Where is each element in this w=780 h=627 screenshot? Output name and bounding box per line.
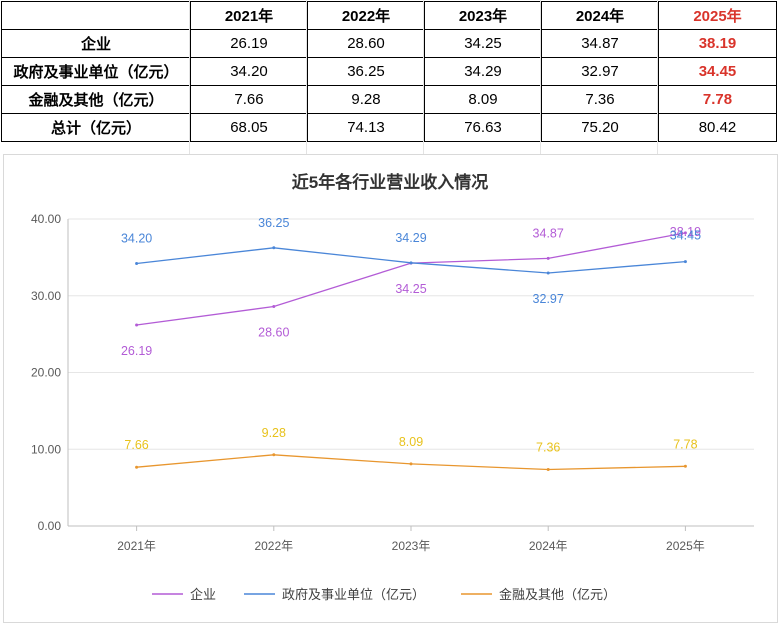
table-header-row: 2021年 2022年 2023年 2024年 2025年 bbox=[1, 1, 777, 30]
header-2023: 2023年 bbox=[424, 1, 542, 30]
data-point-finance bbox=[546, 468, 550, 472]
data-label-finance: 7.36 bbox=[536, 441, 560, 455]
data-label-government: 32.97 bbox=[533, 292, 564, 306]
y-tick-label: 20.00 bbox=[31, 366, 61, 380]
x-tick-label: 2022年 bbox=[254, 539, 293, 553]
data-label-enterprise: 34.25 bbox=[395, 282, 426, 296]
data-label-finance: 7.78 bbox=[673, 437, 697, 451]
table-cell-highlight: 7.78 bbox=[658, 85, 777, 114]
table-cell: 76.63 bbox=[424, 113, 542, 142]
column-gridline bbox=[189, 0, 190, 154]
data-point-government bbox=[546, 271, 550, 275]
table-cell: 34.20 bbox=[190, 57, 308, 86]
table-cell: 74.13 bbox=[307, 113, 425, 142]
series-line-finance bbox=[136, 454, 686, 471]
table-cell: 7.66 bbox=[190, 85, 308, 114]
data-label-finance: 7.66 bbox=[124, 438, 148, 452]
header-2022: 2022年 bbox=[307, 1, 425, 30]
table-cell: 68.05 bbox=[190, 113, 308, 142]
chart-title: 近5年各行业营业收入情况 bbox=[292, 172, 488, 192]
data-label-government: 36.25 bbox=[258, 216, 289, 230]
header-2025: 2025年 bbox=[658, 1, 777, 30]
data-point-enterprise bbox=[683, 231, 687, 235]
line-chart: 近5年各行业营业收入情况 0.00 10.00 20.00 30.00 40.00 2021… bbox=[31, 172, 754, 602]
data-table: 2021年 2022年 2023年 2024年 2025年 企业 26.19 2… bbox=[1, 1, 777, 142]
data-label-enterprise: 34.87 bbox=[533, 226, 564, 240]
header-2021: 2021年 bbox=[190, 1, 308, 30]
column-gridline bbox=[657, 0, 658, 154]
table-row: 金融及其他（亿元） 7.66 9.28 8.09 7.36 7.78 bbox=[1, 85, 777, 114]
row-label: 总计（亿元） bbox=[1, 113, 191, 142]
table-cell: 34.25 bbox=[424, 29, 542, 58]
data-label-government: 34.20 bbox=[121, 232, 152, 246]
table-cell: 28.60 bbox=[307, 29, 425, 58]
data-point-enterprise bbox=[135, 323, 139, 327]
table-cell: 7.36 bbox=[541, 85, 659, 114]
row-label: 企业 bbox=[1, 29, 191, 58]
chart-container: 近5年各行业营业收入情况 0.00 10.00 20.00 30.00 40.00 2021… bbox=[3, 154, 778, 623]
table-cell: 34.29 bbox=[424, 57, 542, 86]
data-point-enterprise bbox=[546, 256, 550, 260]
header-2024: 2024年 bbox=[541, 1, 659, 30]
table-cell-highlight: 38.19 bbox=[658, 29, 777, 58]
column-gridline bbox=[540, 0, 541, 154]
y-tick-label: 0.00 bbox=[38, 519, 62, 533]
data-label-enterprise: 26.19 bbox=[121, 344, 152, 358]
x-tick-label: 2024年 bbox=[529, 539, 568, 553]
row-label: 政府及事业单位（亿元） bbox=[1, 57, 191, 86]
series-line-enterprise bbox=[136, 232, 686, 326]
y-tick-label: 40.00 bbox=[31, 212, 61, 226]
series-line-government bbox=[136, 247, 686, 274]
table-cell: 75.20 bbox=[541, 113, 659, 142]
legend-label-government: 政府及事业单位（亿元） bbox=[282, 587, 425, 602]
data-point-government bbox=[409, 261, 413, 265]
column-gridline bbox=[423, 0, 424, 154]
table-cell: 9.28 bbox=[307, 85, 425, 114]
data-point-finance bbox=[683, 464, 687, 468]
table-cell: 32.97 bbox=[541, 57, 659, 86]
x-tick-label: 2021年 bbox=[117, 539, 156, 553]
legend-label-finance: 金融及其他（亿元） bbox=[499, 587, 616, 602]
table-cell: 26.19 bbox=[190, 29, 308, 58]
table-cell-highlight: 34.45 bbox=[658, 57, 777, 86]
table-cell: 36.25 bbox=[307, 57, 425, 86]
table-row: 总计（亿元） 68.05 74.13 76.63 75.20 80.42 bbox=[1, 113, 777, 142]
table-cell: 8.09 bbox=[424, 85, 542, 114]
data-point-government bbox=[135, 262, 139, 266]
x-tick-label: 2025年 bbox=[666, 539, 705, 553]
data-label-finance: 8.09 bbox=[399, 435, 423, 449]
data-label-enterprise: 28.60 bbox=[258, 325, 289, 339]
table-cell: 34.87 bbox=[541, 29, 659, 58]
header-corner bbox=[1, 1, 191, 30]
data-label-finance: 9.28 bbox=[262, 426, 286, 440]
data-point-government bbox=[272, 246, 276, 250]
data-label-enterprise: 38.19 bbox=[670, 225, 701, 239]
data-point-finance bbox=[272, 453, 276, 457]
table-cell: 80.42 bbox=[658, 113, 777, 142]
data-point-enterprise bbox=[272, 304, 276, 308]
data-label-government: 34.29 bbox=[395, 231, 426, 245]
data-point-government bbox=[683, 260, 687, 264]
y-tick-label: 10.00 bbox=[31, 442, 61, 456]
legend-label-enterprise: 企业 bbox=[190, 587, 216, 602]
data-label-government: 34.45 bbox=[670, 229, 701, 243]
table-row: 企业 26.19 28.60 34.25 34.87 38.19 bbox=[1, 29, 777, 58]
y-tick-label: 30.00 bbox=[31, 289, 61, 303]
column-gridline bbox=[306, 0, 307, 154]
x-tick-label: 2023年 bbox=[392, 539, 431, 553]
table-row: 政府及事业单位（亿元） 34.20 36.25 34.29 32.97 34.4… bbox=[1, 57, 777, 86]
row-label: 金融及其他（亿元） bbox=[1, 85, 191, 114]
data-point-finance bbox=[135, 465, 139, 469]
data-point-finance bbox=[409, 462, 413, 466]
